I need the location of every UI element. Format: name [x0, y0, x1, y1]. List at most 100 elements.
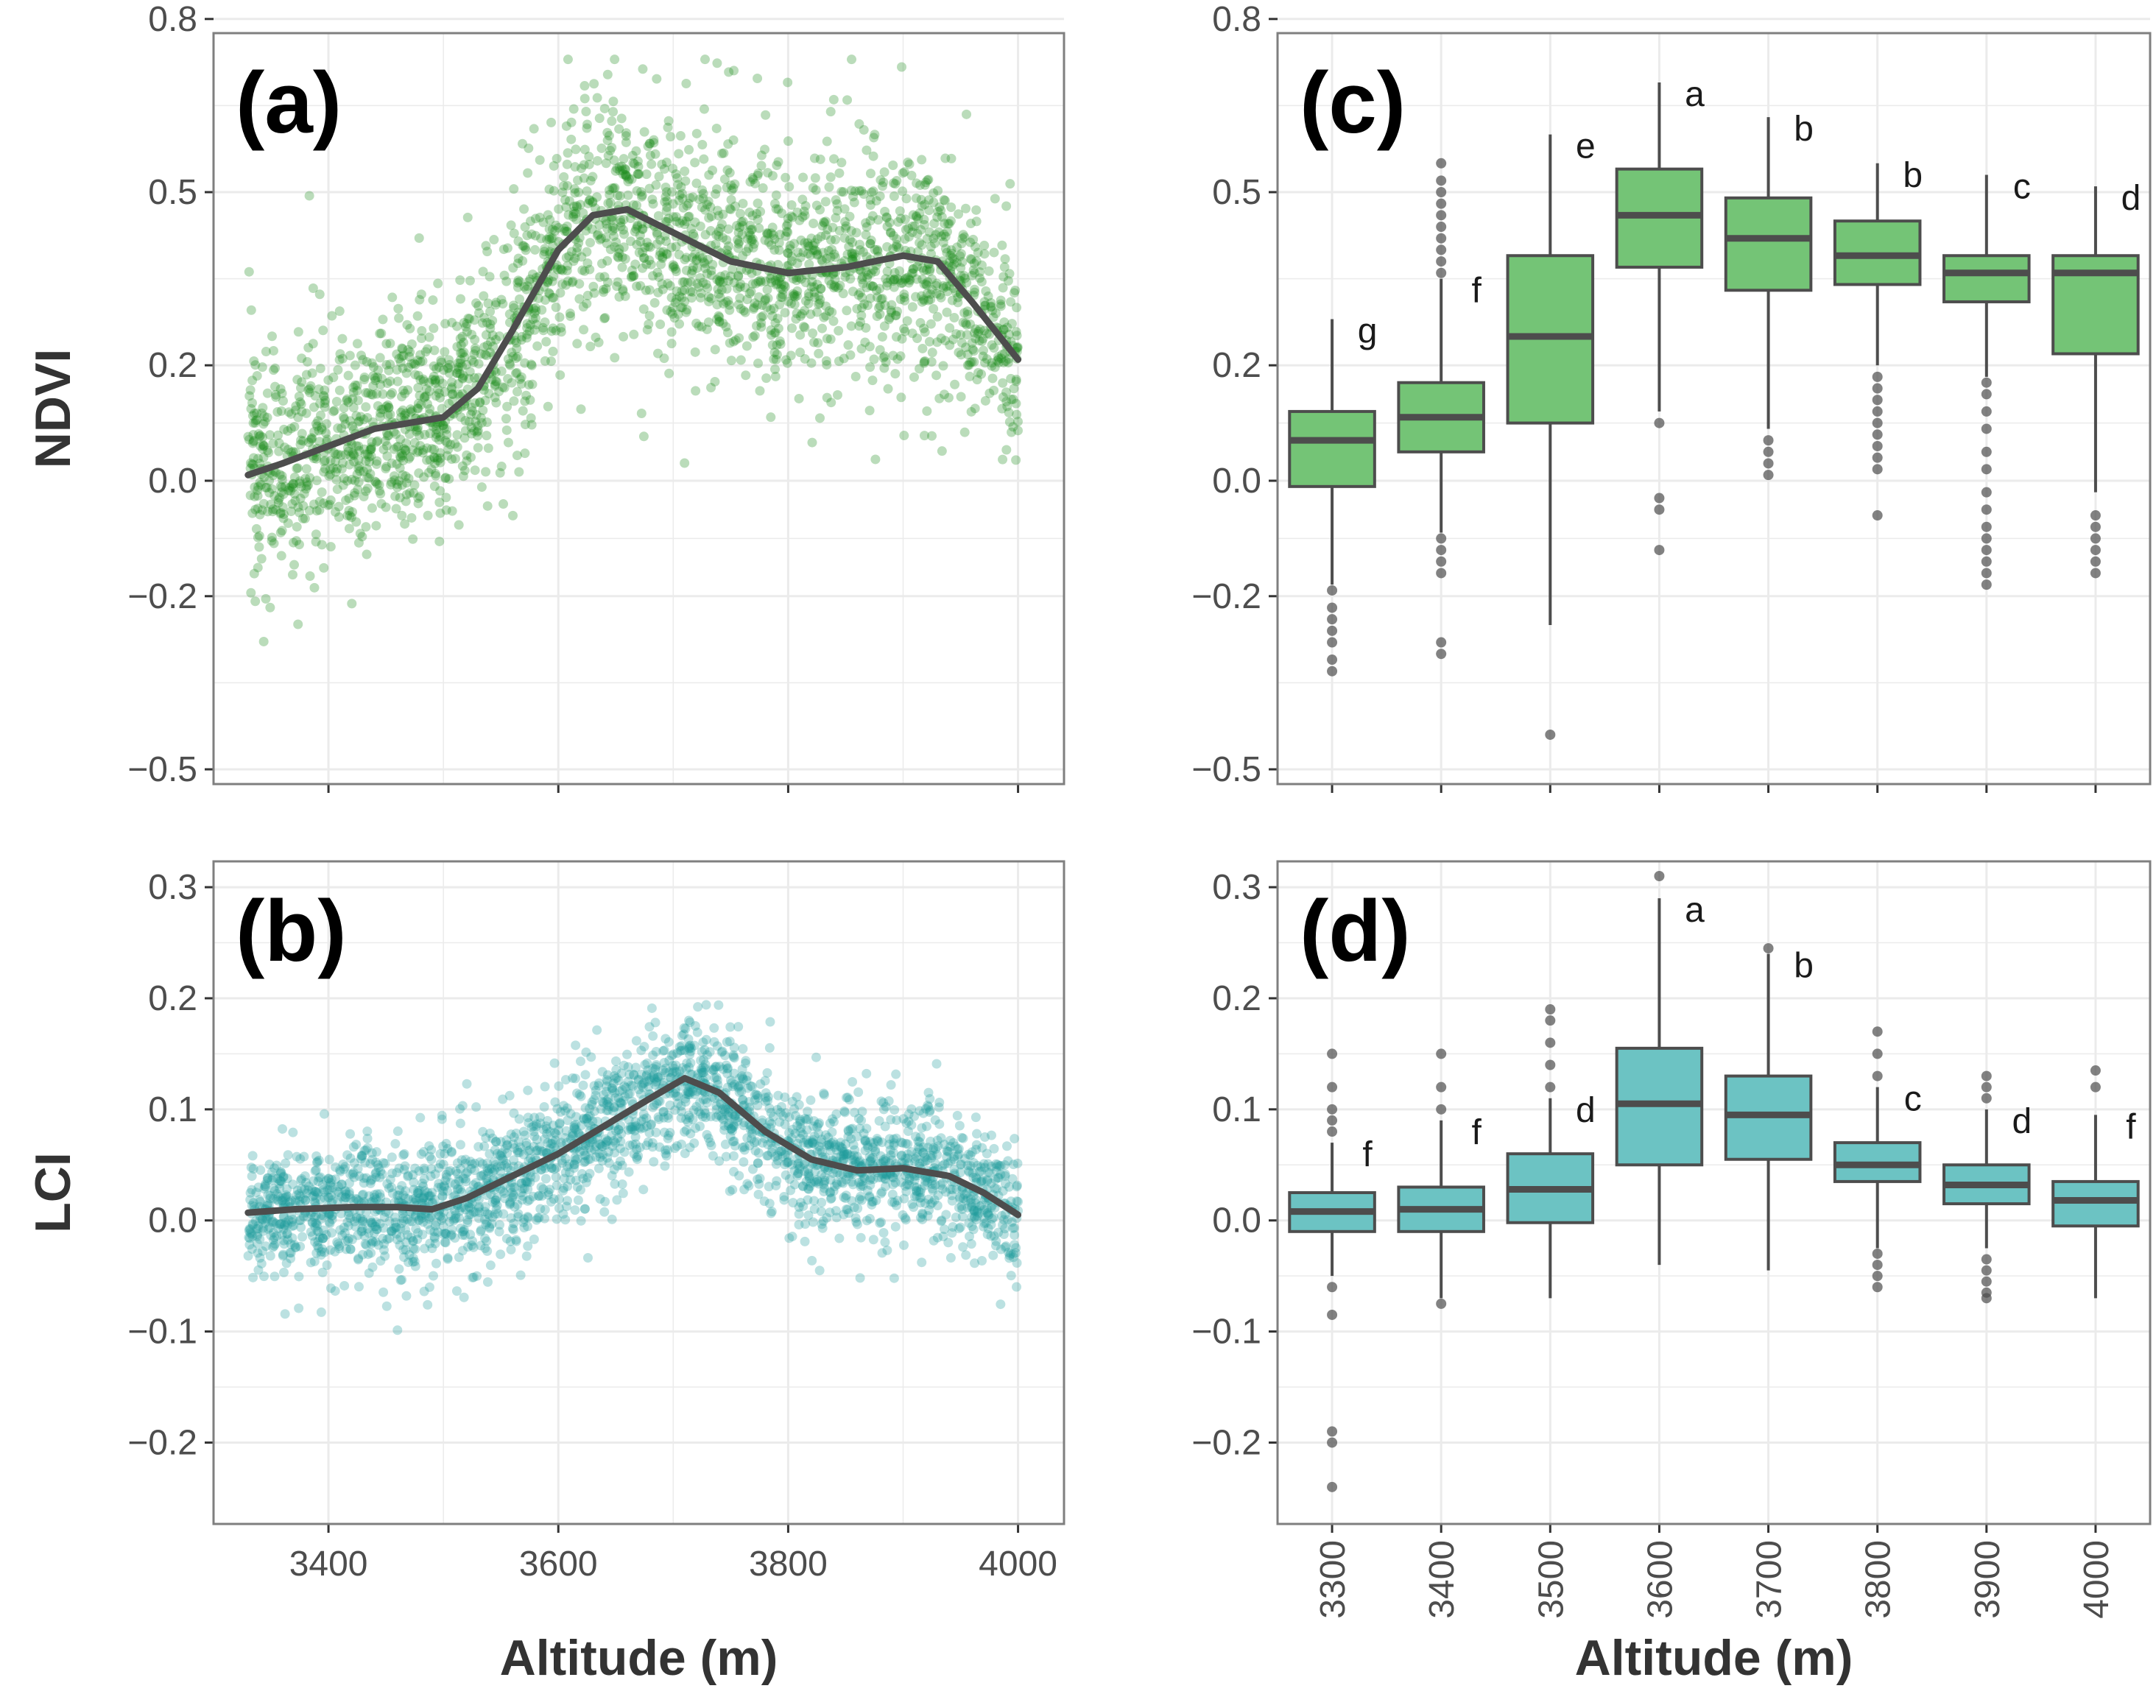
scatter-point [971, 205, 982, 215]
scatter-point [781, 227, 792, 237]
scatter-point [259, 472, 270, 482]
scatter-point [663, 122, 673, 133]
scatter-point [280, 1309, 290, 1319]
scatter-point [994, 1161, 1004, 1171]
scatter-point [278, 1123, 288, 1134]
scatter-point [467, 1159, 477, 1169]
scatter-point [245, 1188, 256, 1198]
scatter-point [428, 421, 438, 431]
scatter-point [771, 354, 781, 364]
scatter-point [773, 1090, 783, 1101]
scatter-point [555, 370, 566, 380]
scatter-point [941, 1210, 951, 1220]
scatter-point [756, 312, 767, 322]
scatter-point [672, 286, 682, 296]
scatter-point [585, 342, 596, 352]
scatter-point [932, 337, 943, 347]
scatter-point [716, 1111, 726, 1121]
scatter-point [634, 169, 644, 179]
scatter-point [824, 275, 834, 286]
scatter-point [587, 1097, 597, 1107]
scatter-point [371, 1147, 381, 1157]
scatter-point [790, 292, 800, 302]
scatter-point [294, 1271, 304, 1282]
scatter-point [250, 491, 260, 501]
scatter-point [925, 264, 935, 274]
scatter-point [348, 1169, 358, 1179]
scatter-point [999, 317, 1010, 328]
scatter-point [509, 184, 519, 194]
scatter-point [890, 1221, 901, 1232]
scatter-point [418, 445, 429, 455]
scatter-point [569, 1159, 579, 1169]
scatter-point [999, 262, 1010, 272]
scatter-point [278, 1171, 289, 1182]
x-tick-label: 3600 [519, 1545, 598, 1584]
scatter-point [926, 241, 936, 252]
scatter-point [250, 596, 261, 607]
scatter-point [589, 288, 599, 298]
scatter-point [732, 221, 742, 231]
scatter-point [638, 224, 648, 234]
scatter-point [937, 446, 947, 456]
scatter-point [773, 204, 783, 214]
scatter-point [886, 227, 896, 238]
scatter-point [256, 480, 266, 490]
scatter-point [437, 403, 447, 414]
scatter-point [528, 314, 538, 324]
scatter-point [734, 333, 744, 343]
scatter-point [769, 328, 780, 338]
scatter-point [261, 347, 271, 357]
scatter-point [562, 221, 572, 231]
scatter-point [850, 253, 861, 263]
scatter-point [930, 1115, 940, 1125]
scatter-point [429, 323, 439, 334]
scatter-point [572, 202, 582, 212]
scatter-point [460, 1174, 471, 1184]
scatter-point [649, 1157, 659, 1167]
scatter-point [452, 342, 462, 352]
scatter-point [886, 227, 896, 237]
scatter-point [404, 454, 414, 464]
scatter-point [473, 1142, 484, 1152]
scatter-point [549, 292, 559, 303]
scatter-point [705, 226, 716, 236]
scatter-point [845, 274, 856, 284]
scatter-point [917, 201, 927, 211]
scatter-point [956, 350, 966, 360]
scatter-point [425, 428, 435, 439]
scatter-point [471, 417, 481, 427]
scatter-point [733, 300, 744, 310]
scatter-point [310, 1222, 320, 1232]
scatter-point [703, 317, 714, 328]
scatter-point [1012, 409, 1022, 420]
scatter-point [997, 240, 1007, 250]
scatter-point [756, 150, 767, 160]
scatter-point [524, 326, 535, 336]
scatter-point [323, 1210, 334, 1220]
scatter-point [511, 338, 521, 348]
scatter-point [447, 317, 457, 328]
scatter-point [498, 299, 508, 309]
scatter-point [325, 469, 336, 479]
scatter-point [345, 1153, 356, 1163]
scatter-point [429, 345, 440, 356]
scatter-point [803, 241, 814, 251]
scatter-point [352, 381, 362, 391]
scatter-point [389, 444, 399, 454]
scatter-point [294, 540, 304, 550]
scatter-point [518, 241, 529, 251]
scatter-point [698, 194, 708, 204]
scatter-point [811, 185, 821, 195]
scatter-point [398, 405, 408, 415]
y-tick-label: 0.3 [148, 868, 197, 907]
scatter-point [353, 463, 364, 473]
scatter-point [408, 1243, 418, 1254]
scatter-point [966, 406, 976, 417]
scatter-point [822, 225, 833, 235]
scatter-point [892, 176, 902, 186]
scatter-point [548, 323, 558, 334]
scatter-point [842, 306, 852, 316]
scatter-point [552, 1180, 562, 1190]
scatter-point [980, 358, 990, 368]
